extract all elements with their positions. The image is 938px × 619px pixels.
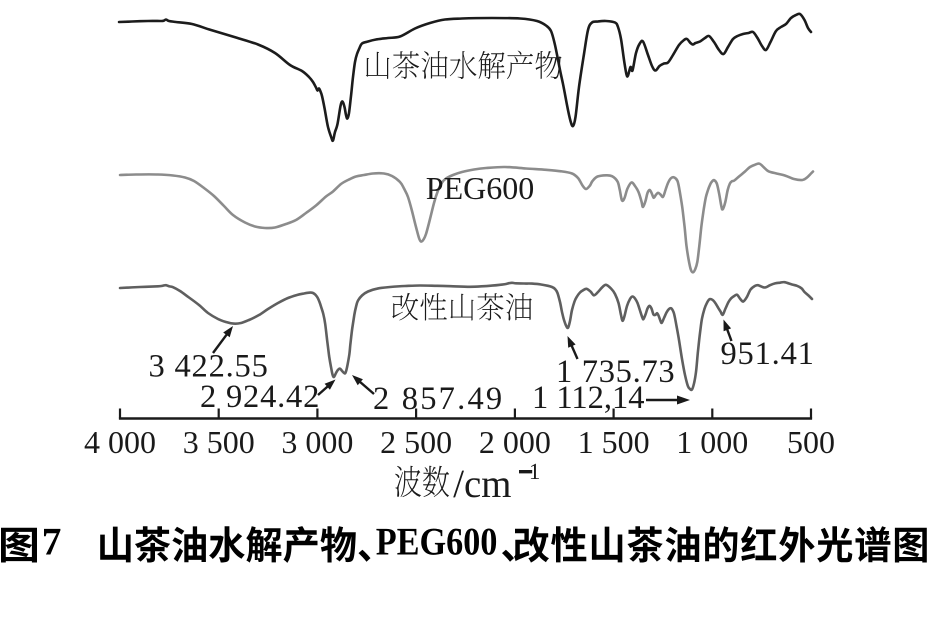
svg-text:951.41: 951.41 [721,336,815,372]
svg-text:3 500: 3 500 [183,424,255,460]
svg-text:2 924.42: 2 924.42 [200,379,320,415]
svg-text:1 500: 1 500 [578,424,650,460]
svg-text:2 000: 2 000 [479,424,551,460]
svg-text:2 857.49: 2 857.49 [373,381,504,417]
svg-text:1 000: 1 000 [676,424,748,460]
svg-text:1 112,14: 1 112,14 [532,380,645,416]
svg-text:3 000: 3 000 [281,424,353,460]
svg-text:4 000: 4 000 [84,424,156,460]
svg-text:PEG600: PEG600 [426,170,534,206]
svg-text:500: 500 [787,424,835,460]
svg-text:2 500: 2 500 [380,424,452,460]
svg-text:1 735.73: 1 735.73 [556,354,675,390]
svg-text:3 422.55: 3 422.55 [149,349,269,385]
